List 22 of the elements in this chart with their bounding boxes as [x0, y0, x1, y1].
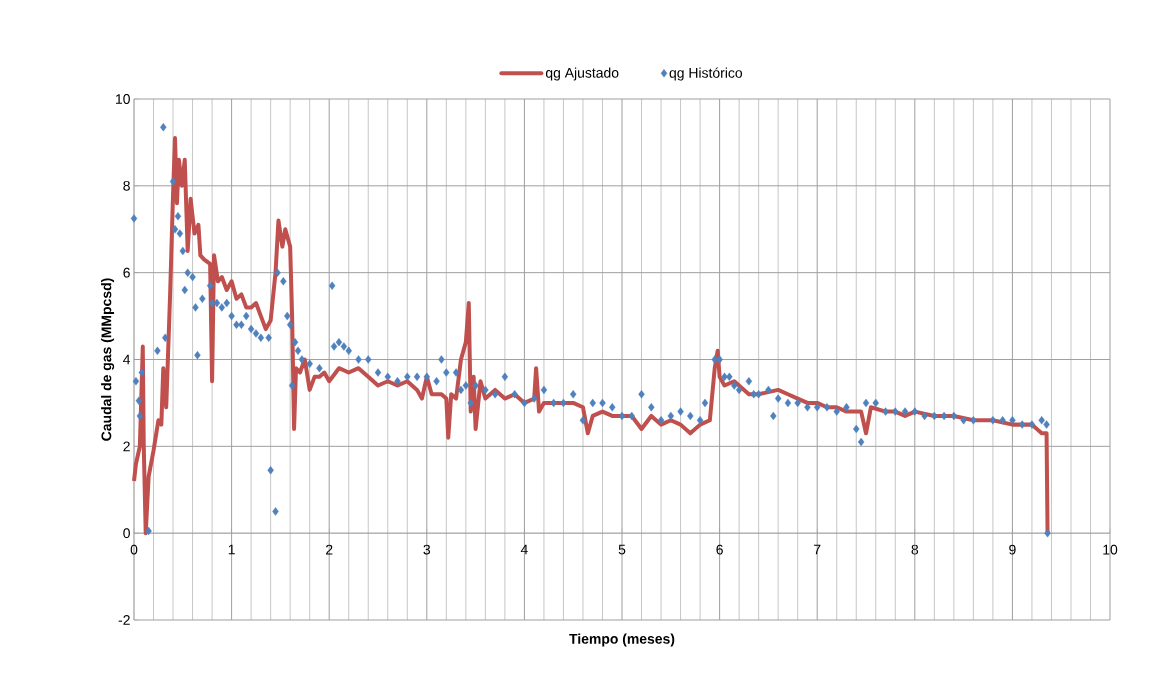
x-tick-label: 7	[814, 544, 821, 555]
legend-label: qg Histórico	[669, 67, 743, 81]
y-tick-label: 8	[123, 180, 130, 191]
x-axis-title: Tiempo (meses)	[569, 633, 675, 647]
legend-label: qg Ajustado	[545, 67, 619, 81]
y-tick-label: -2	[118, 615, 130, 625]
x-tick-label: 5	[618, 544, 626, 555]
x-tick-label: 6	[716, 544, 723, 555]
x-tick-label: 3	[423, 544, 431, 555]
y-tick-label: 2	[123, 441, 130, 452]
x-tick-label: 0	[130, 544, 138, 555]
x-tick-label: 8	[911, 544, 919, 555]
y-tick-label: 10	[116, 94, 130, 104]
x-tick-label: 2	[326, 544, 333, 555]
y-tick-label: 4	[123, 354, 131, 365]
x-tick-label: 9	[1009, 544, 1016, 555]
x-tick-label: 10	[1103, 544, 1118, 555]
y-tick-label: 0	[123, 528, 130, 539]
y-tick-label: 6	[123, 267, 130, 278]
x-tick-label: 4	[520, 544, 528, 555]
y-axis-title: Caudal de gas (MMpcsd)	[101, 278, 115, 441]
x-tick-label: 1	[228, 544, 235, 555]
